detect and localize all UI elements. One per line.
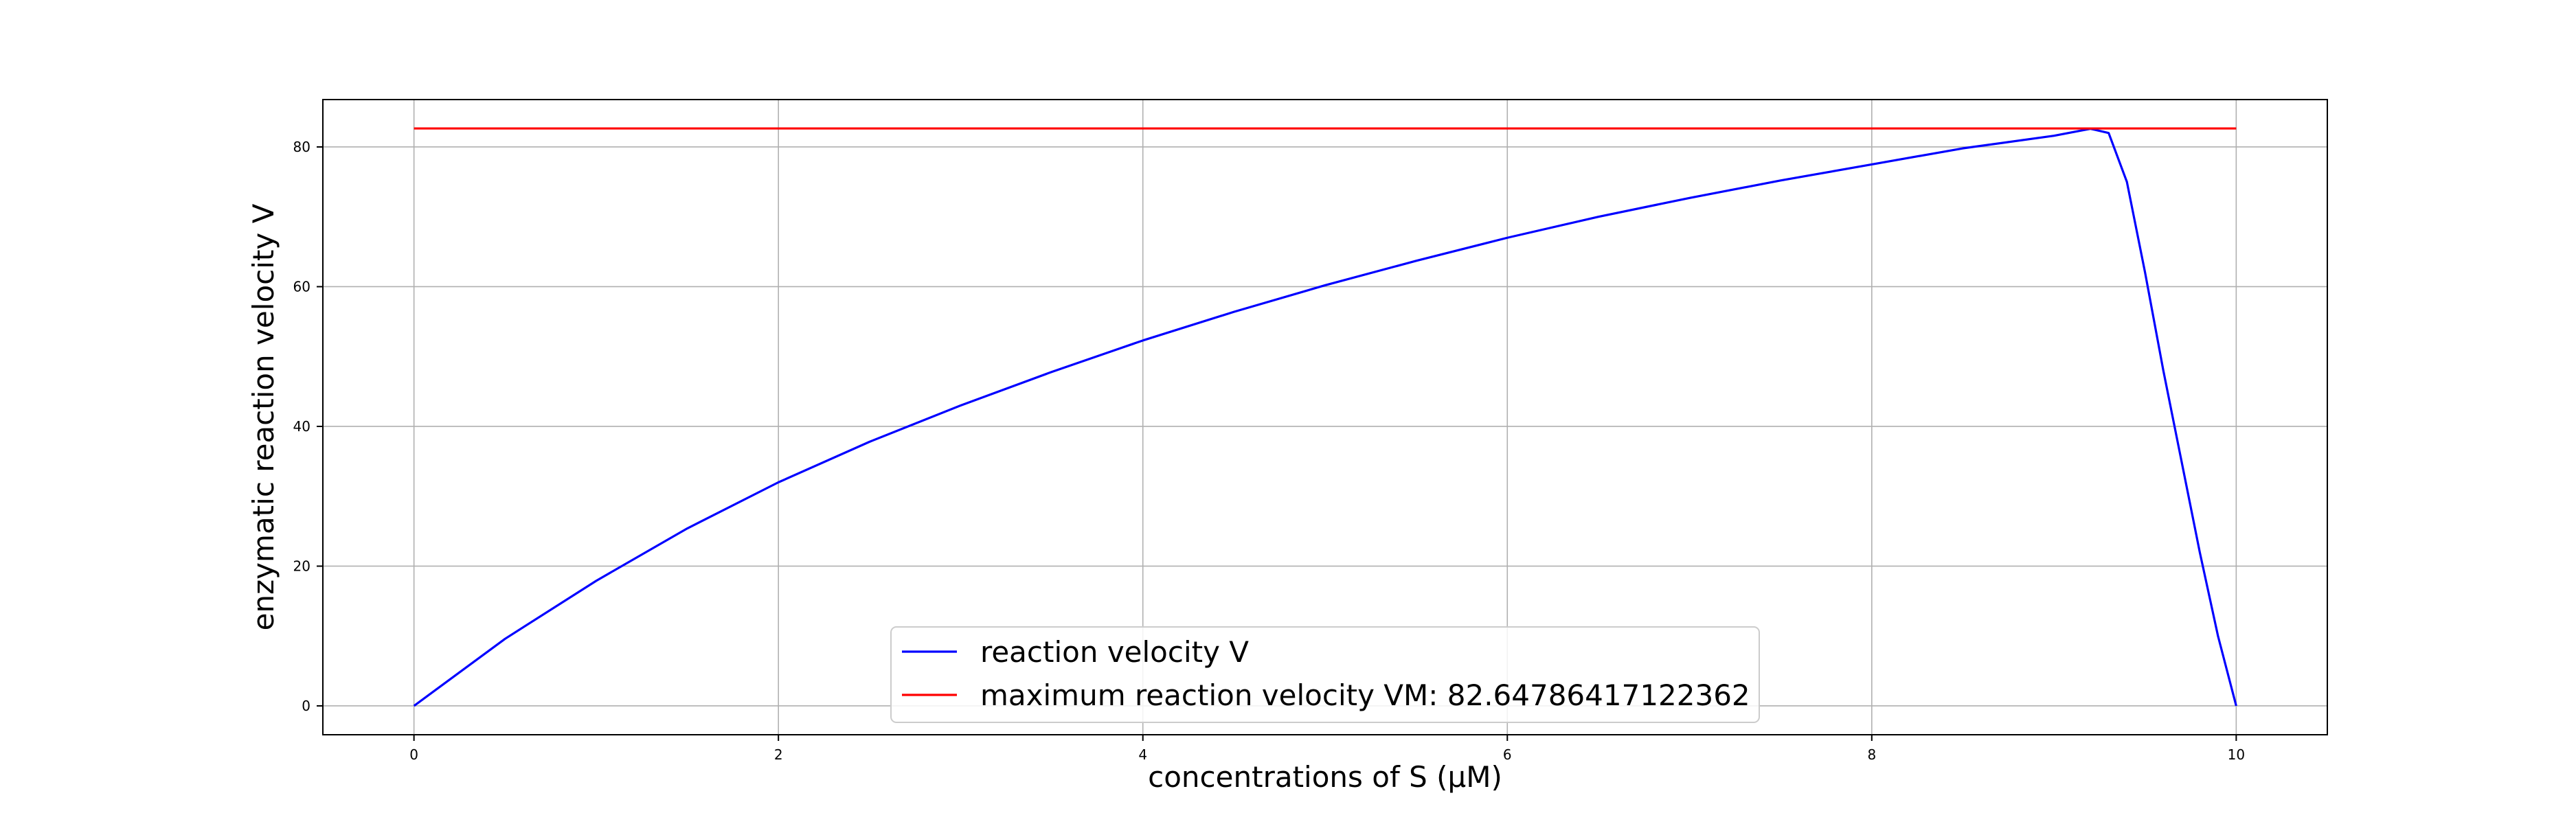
- y-tick-label: 20: [293, 558, 310, 574]
- series-line-reaction-velocity: [413, 127, 2237, 707]
- legend-label-maximum-velocity: maximum reaction velocity VM: 82.6478641…: [980, 678, 1750, 712]
- x-tick-label: 0: [409, 746, 418, 763]
- series-layer: [413, 127, 2237, 707]
- legend: reaction velocity V maximum reaction vel…: [890, 626, 1760, 723]
- x-tick-label: 10: [2228, 746, 2245, 763]
- x-axis-label: concentrations of S (μM): [1148, 760, 1502, 794]
- tick-layer: 0 2 4 6 8 10 0 20 40 60 80: [293, 139, 2246, 763]
- plot-frame: [322, 99, 2328, 735]
- legend-box: [890, 626, 1760, 723]
- x-tick-label: 6: [1503, 746, 1512, 763]
- y-tick-label: 60: [293, 278, 310, 295]
- legend-label-reaction-velocity: reaction velocity V: [980, 635, 1249, 669]
- x-tick-label: 4: [1138, 746, 1147, 763]
- x-tick-label: 2: [774, 746, 783, 763]
- y-tick-label: 40: [293, 418, 310, 435]
- x-tick-label: 8: [1867, 746, 1876, 763]
- y-tick-label: 0: [302, 698, 310, 714]
- y-tick-label: 80: [293, 139, 310, 155]
- y-axis-label: enzymatic reaction velocity V: [247, 203, 280, 630]
